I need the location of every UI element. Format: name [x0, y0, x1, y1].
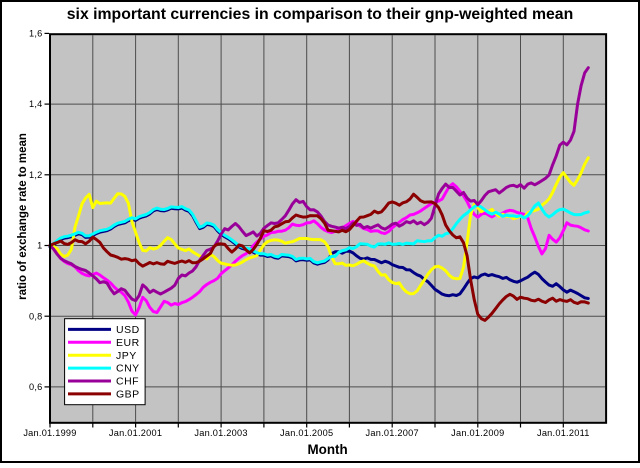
- svg-text:1,4: 1,4: [29, 99, 43, 109]
- svg-text:JPY: JPY: [116, 350, 137, 362]
- svg-text:Jan.01.2007: Jan.01.2007: [366, 428, 419, 438]
- svg-text:1: 1: [37, 241, 42, 251]
- svg-text:CHF: CHF: [116, 376, 139, 388]
- svg-text:USD: USD: [116, 324, 140, 336]
- svg-text:Jan.01.2005: Jan.01.2005: [280, 428, 333, 438]
- svg-text:CNY: CNY: [116, 363, 140, 375]
- svg-text:GBP: GBP: [116, 389, 140, 401]
- svg-text:Jan.01.2001: Jan.01.2001: [109, 428, 162, 438]
- svg-text:0,6: 0,6: [29, 382, 43, 392]
- svg-text:0,8: 0,8: [29, 311, 43, 321]
- svg-text:ratio of exchange rate to mean: ratio of exchange rate to mean: [17, 133, 29, 300]
- svg-text:Jan.01.2009: Jan.01.2009: [451, 428, 504, 438]
- svg-text:EUR: EUR: [116, 337, 140, 349]
- svg-text:Month: Month: [308, 442, 348, 457]
- svg-text:Jan.01.1999: Jan.01.1999: [23, 428, 76, 438]
- svg-text:1,6: 1,6: [29, 29, 43, 39]
- svg-text:Jan.01.2003: Jan.01.2003: [194, 428, 247, 438]
- svg-text:Jan.01.2011: Jan.01.2011: [537, 428, 590, 438]
- svg-text:1,2: 1,2: [29, 170, 43, 180]
- svg-text:six important currencies in co: six important currencies in comparison t…: [67, 6, 573, 23]
